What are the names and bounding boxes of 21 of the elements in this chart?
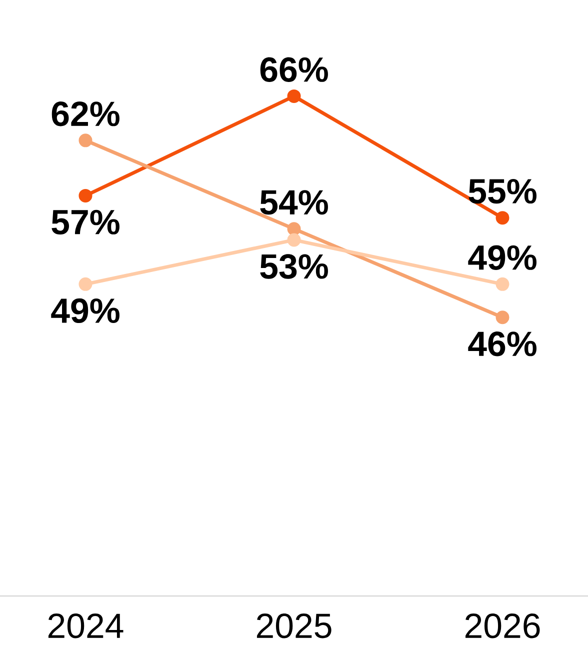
point xyxy=(78,134,92,148)
x-tick-label: 2026 xyxy=(465,614,540,638)
data-label: 62% xyxy=(52,102,120,126)
data-label: 53% xyxy=(260,254,328,279)
data-label: 66% xyxy=(260,57,328,82)
data-label: 46% xyxy=(468,332,536,356)
point xyxy=(287,222,301,236)
data-label: 57% xyxy=(52,210,120,235)
x-tick-label: 2024 xyxy=(48,614,124,638)
data-label: 49% xyxy=(51,298,120,324)
data-label: 49% xyxy=(468,245,536,270)
data-label: 55% xyxy=(468,179,536,204)
point xyxy=(496,310,510,324)
data-label: 54% xyxy=(260,190,328,215)
point xyxy=(496,277,510,291)
x-tick-label: 2025 xyxy=(256,614,332,638)
point xyxy=(78,188,92,202)
point xyxy=(287,233,301,247)
point xyxy=(496,211,510,225)
point xyxy=(287,89,301,103)
point xyxy=(78,277,92,291)
